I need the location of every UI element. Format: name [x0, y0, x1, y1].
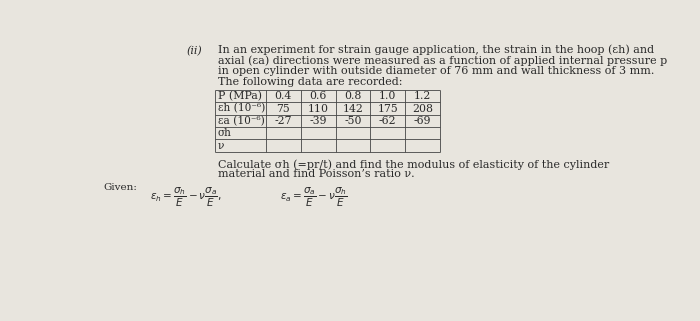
Text: $\varepsilon_h = \dfrac{\sigma_h}{E} - \nu\dfrac{\sigma_a}{E},$: $\varepsilon_h = \dfrac{\sigma_h}{E} - \… — [150, 186, 221, 209]
Text: 208: 208 — [412, 104, 433, 114]
Text: (ii): (ii) — [187, 46, 202, 56]
Text: The following data are recorded:: The following data are recorded: — [218, 77, 402, 87]
Text: 1.0: 1.0 — [379, 91, 396, 101]
Text: εh (10⁻⁶): εh (10⁻⁶) — [218, 103, 265, 114]
Text: In an experiment for strain gauge application, the strain in the hoop (εh) and: In an experiment for strain gauge applic… — [218, 45, 654, 55]
Text: -62: -62 — [379, 116, 397, 126]
Text: -39: -39 — [309, 116, 327, 126]
Text: 0.6: 0.6 — [309, 91, 327, 101]
Text: ν: ν — [218, 141, 224, 151]
Text: εa (10⁻⁶): εa (10⁻⁶) — [218, 116, 265, 126]
Text: 1.2: 1.2 — [414, 91, 431, 101]
Text: Given:: Given: — [103, 183, 137, 192]
Text: -50: -50 — [344, 116, 362, 126]
Text: 75: 75 — [276, 104, 290, 114]
Text: $\varepsilon_a = \dfrac{\sigma_a}{E} - \nu\dfrac{\sigma_h}{E}$: $\varepsilon_a = \dfrac{\sigma_a}{E} - \… — [280, 186, 347, 209]
Text: 175: 175 — [377, 104, 398, 114]
Text: -27: -27 — [274, 116, 292, 126]
Text: material and find Poisson’s ratio ν.: material and find Poisson’s ratio ν. — [218, 169, 414, 179]
Text: 110: 110 — [307, 104, 328, 114]
Text: -69: -69 — [414, 116, 431, 126]
Text: σh: σh — [218, 128, 232, 138]
Text: in open cylinder with outside diameter of 76 mm and wall thickness of 3 mm.: in open cylinder with outside diameter o… — [218, 66, 654, 76]
Text: axial (εa) directions were measured as a function of applied internal pressure p: axial (εa) directions were measured as a… — [218, 56, 667, 66]
Text: 142: 142 — [342, 104, 363, 114]
Text: P (MPa): P (MPa) — [218, 91, 262, 101]
Text: 0.8: 0.8 — [344, 91, 362, 101]
Text: Calculate σh (=pr/t) and find the modulus of elasticity of the cylinder: Calculate σh (=pr/t) and find the modulu… — [218, 160, 609, 170]
Text: 0.4: 0.4 — [274, 91, 292, 101]
